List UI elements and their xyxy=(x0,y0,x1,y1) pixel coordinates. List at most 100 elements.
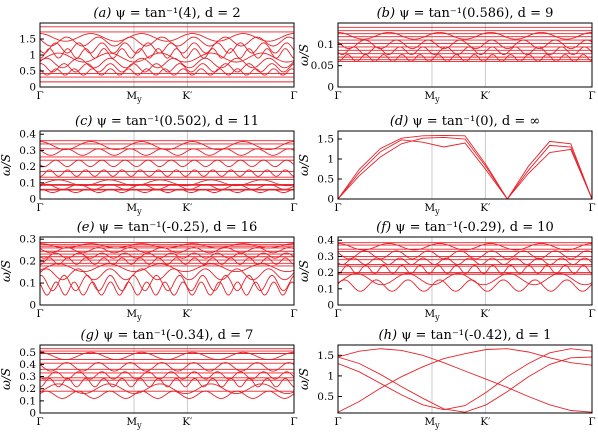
x-tick-label: Γ xyxy=(36,90,43,102)
x-tick-label: My xyxy=(126,416,142,430)
x-tick-label: K′ xyxy=(480,90,491,102)
y-tick-label: 0 xyxy=(327,300,334,312)
x-tick-label: Γ xyxy=(334,90,341,102)
y-tick-label: 0.4 xyxy=(19,129,36,141)
y-tick-label: 0.3 xyxy=(317,251,334,263)
panel-title: (g) ψ = tan⁻¹(-0.34), d = 7 xyxy=(81,328,254,343)
x-tick-label: Γ xyxy=(290,202,297,214)
wavy-band-7 xyxy=(40,188,294,193)
band-line-3 xyxy=(338,139,592,199)
x-tick-label: K′ xyxy=(182,202,193,214)
y-tick-label: 0.05 xyxy=(311,60,334,72)
wavy-band-5 xyxy=(40,383,294,395)
wavy-band-3 xyxy=(40,252,294,259)
wavy-band-3 xyxy=(338,46,592,56)
x-tick-label: My xyxy=(424,416,440,430)
wavy-band-8 xyxy=(40,68,294,76)
x-tick-label: Γ xyxy=(588,90,595,102)
plot-frame xyxy=(337,130,593,200)
x-tick-label: K′ xyxy=(182,90,193,102)
band-line-3 xyxy=(338,348,592,411)
y-tick-label: 0.1 xyxy=(317,283,334,295)
y-tick-label: 0 xyxy=(327,194,334,206)
y-tick-label: 0.3 xyxy=(19,145,36,157)
y-tick-label: 0.5 xyxy=(19,66,36,78)
wavy-band-4 xyxy=(40,48,294,59)
wavy-band-1 xyxy=(40,243,294,249)
wavy-band-4 xyxy=(40,377,294,388)
x-tick-label: Γ xyxy=(290,308,297,320)
plot-frame xyxy=(39,130,295,200)
x-tick-label: Γ xyxy=(334,416,341,428)
panel-f: (f) ψ = tan⁻¹(-0.29), d = 10 0 0.1 0.2 0.3 0.… xyxy=(297,220,596,322)
wavy-band-3 xyxy=(338,257,592,265)
y-tick-label: 1.5 xyxy=(317,134,334,146)
x-tick-label: Γ xyxy=(36,416,43,428)
y-tick-label: 0.1 xyxy=(317,39,334,51)
x-tick-label: Γ xyxy=(290,90,297,102)
wavy-band-6 xyxy=(40,268,294,281)
y-tick-label: 0 xyxy=(29,408,36,420)
y-tick-label: 0.4 xyxy=(317,235,334,247)
wavy-band-4 xyxy=(40,257,294,265)
x-tick-label: Γ xyxy=(334,202,341,214)
plot-frame xyxy=(39,344,295,414)
band-line-2 xyxy=(338,136,592,199)
panel-e: (e) ψ = tan⁻¹(-0.25), d = 16 0 0.1 0.2 0.3 Γ M… xyxy=(0,220,298,322)
y-axis-label: ω/S xyxy=(297,368,311,390)
wavy-band-5 xyxy=(338,272,592,286)
x-tick-label: Γ xyxy=(588,308,595,320)
wavy-band-4 xyxy=(40,169,294,177)
y-tick-label: 0 xyxy=(29,194,36,206)
wavy-band-3 xyxy=(40,42,294,54)
y-axis-label: ω/S xyxy=(297,154,311,176)
panel-title: (c) ψ = tan⁻¹(0.502), d = 11 xyxy=(75,114,259,129)
wavy-band-2 xyxy=(40,36,294,47)
wavy-band-1 xyxy=(40,351,294,361)
panel-h: (h) ψ = tan⁻¹(-0.42), d = 1 0.5 1 1.5 Γ My K′ Γ… xyxy=(297,328,596,430)
wavy-band-5 xyxy=(40,52,294,63)
panel-title: (e) ψ = tan⁻¹(-0.25), d = 16 xyxy=(77,220,258,235)
x-tick-label: Γ xyxy=(290,416,297,428)
wavy-band-2 xyxy=(40,247,294,254)
y-tick-label: 0.2 xyxy=(19,161,36,173)
panel-b: (b) ψ = tan⁻¹(0.586), d = 9 0 0.05 0.1 Γ My K′… xyxy=(297,6,596,104)
x-tick-label: My xyxy=(126,90,142,104)
plot-frame xyxy=(39,236,295,306)
panel-a: (a) ψ = tan⁻¹(4), d = 2 0 0.5 1 1.5 Γ My K′ Γ xyxy=(19,6,297,104)
y-tick-label: 1 xyxy=(327,154,334,166)
band-line-1 xyxy=(338,134,592,199)
wavy-band-8 xyxy=(40,281,294,296)
y-tick-label: 0.2 xyxy=(19,256,36,268)
y-tick-label: 0 xyxy=(327,82,334,94)
panel-title: (a) ψ = tan⁻¹(4), d = 2 xyxy=(93,6,240,21)
y-tick-label: 0.2 xyxy=(19,383,36,395)
x-tick-label: Γ xyxy=(36,202,43,214)
wavy-band-6 xyxy=(40,57,294,69)
wavy-band-1 xyxy=(338,31,592,40)
wavy-band-6 xyxy=(40,390,294,399)
y-tick-label: 1.5 xyxy=(19,34,36,46)
panel-title: (h) ψ = tan⁻¹(-0.42), d = 1 xyxy=(379,328,552,343)
x-tick-label: K′ xyxy=(480,416,491,428)
x-tick-label: My xyxy=(424,308,440,322)
y-tick-label: 0.1 xyxy=(19,395,36,407)
x-tick-label: My xyxy=(424,90,440,104)
panel-g: (g) ψ = tan⁻¹(-0.34), d = 7 00.10.20.30.4… xyxy=(0,328,298,430)
x-tick-label: My xyxy=(126,308,142,322)
plot-frame xyxy=(337,236,593,306)
panel-d: (d) ψ = tan⁻¹(0), d = ∞ 0 0.5 1 1.5 Γ My K′ Γω/S xyxy=(297,114,596,216)
x-tick-label: My xyxy=(424,202,440,216)
x-tick-label: K′ xyxy=(480,202,491,214)
y-axis-label: ω/S xyxy=(0,154,13,176)
plot-frame xyxy=(337,344,593,414)
wavy-band-2 xyxy=(40,362,294,372)
panel-c: (c) ψ = tan⁻¹(0.502), d = 11 0 0.1 0.2 0.3 0.… xyxy=(0,114,298,216)
y-tick-label: 1.5 xyxy=(317,350,334,362)
y-tick-label: 0.1 xyxy=(19,177,36,189)
x-tick-label: K′ xyxy=(182,308,193,320)
panel-title: (f) ψ = tan⁻¹(-0.29), d = 10 xyxy=(376,220,554,235)
wavy-band-6 xyxy=(338,279,592,292)
wavy-band-6 xyxy=(40,183,294,190)
wavy-band-2 xyxy=(40,148,294,156)
